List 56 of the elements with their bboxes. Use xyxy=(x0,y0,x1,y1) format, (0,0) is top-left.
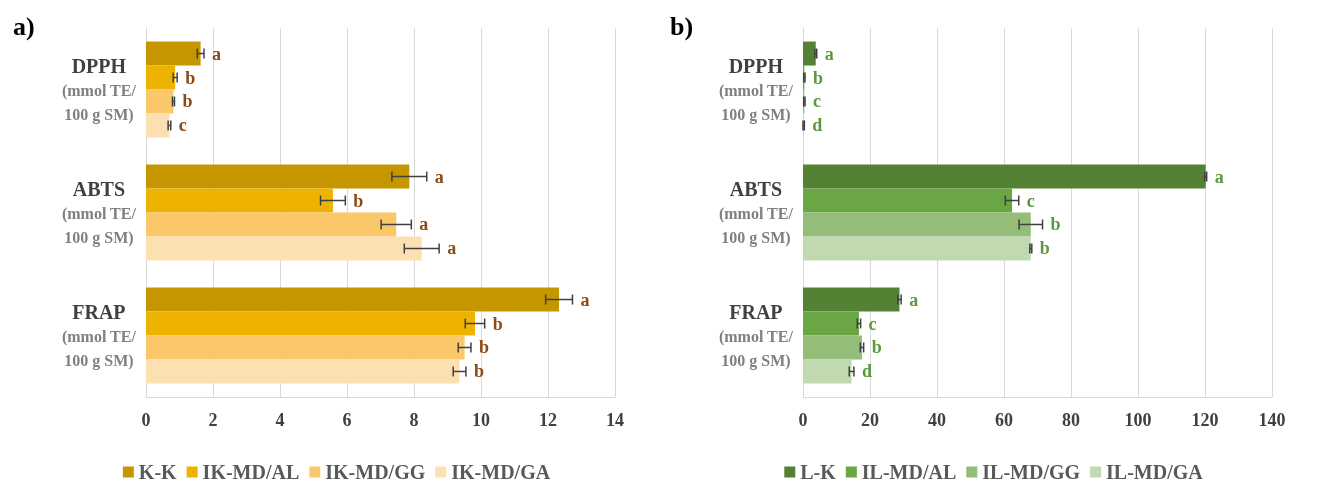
y-tick-label: DPPH (mmol TE/ 100 g SM) xyxy=(718,54,794,124)
data-label: c xyxy=(1026,190,1035,211)
data-label: b xyxy=(1050,214,1061,235)
x-tick-label: 0 xyxy=(141,410,151,430)
data-label: b xyxy=(813,67,824,88)
data-label: b xyxy=(1039,238,1050,259)
x-tick-label: 14 xyxy=(606,410,624,430)
chart-title: a) xyxy=(13,11,35,41)
x-tick-label: 4 xyxy=(275,410,285,430)
y-tick-label: FRAP (mmol TE/ 100 g SM) xyxy=(61,300,137,370)
data-label: a xyxy=(434,166,444,187)
x-tick-label: 8 xyxy=(409,410,419,430)
legend-label: IK-MD/GA xyxy=(451,461,551,483)
legend-label: IL-MD/GG xyxy=(982,461,1081,483)
legend-label: IK-MD/AL xyxy=(202,461,300,483)
y-tick-label: ABTS (mmol TE/ 100 g SM) xyxy=(61,177,137,247)
legend-label: IL-MD/AL xyxy=(861,461,957,483)
x-tick-label: 6 xyxy=(342,410,352,430)
y-tick-label: DPPH (mmol TE/ 100 g SM) xyxy=(61,54,137,124)
data-label: a xyxy=(824,43,834,64)
legend-label: L-K xyxy=(800,461,837,483)
data-label: b xyxy=(185,67,196,88)
y-tick-label: FRAP (mmol TE/ 100 g SM) xyxy=(718,300,794,370)
x-tick-label: 100 xyxy=(1124,410,1152,430)
data-label: a xyxy=(419,214,429,235)
x-tick-label: 2 xyxy=(208,410,218,430)
x-tick-label: 0 xyxy=(798,410,808,430)
data-label: c xyxy=(868,313,877,334)
data-label: a xyxy=(211,43,221,64)
data-label: c xyxy=(813,91,822,112)
data-label: b xyxy=(871,337,882,358)
data-label: b xyxy=(353,190,364,211)
data-label: a xyxy=(1214,166,1224,187)
data-label: d xyxy=(861,361,872,382)
legend-label: IK-MD/GG xyxy=(325,461,426,483)
data-label: b xyxy=(478,337,489,358)
x-tick-label: 12 xyxy=(539,410,557,430)
data-label: a xyxy=(909,289,919,310)
x-tick-label: 80 xyxy=(1062,410,1080,430)
x-tick-label: 40 xyxy=(928,410,946,430)
y-tick-label: ABTS (mmol TE/ 100 g SM) xyxy=(718,177,794,247)
legend-label: IL-MD/GA xyxy=(1106,461,1204,483)
data-label: c xyxy=(178,115,187,136)
x-tick-label: 10 xyxy=(472,410,490,430)
data-label: a xyxy=(447,238,457,259)
data-label: a xyxy=(580,289,590,310)
x-tick-label: 120 xyxy=(1191,410,1219,430)
data-label: b xyxy=(473,361,484,382)
x-tick-label: 140 xyxy=(1258,410,1286,430)
x-tick-label: 60 xyxy=(995,410,1013,430)
data-label: d xyxy=(812,115,823,136)
data-label: b xyxy=(492,313,503,334)
x-tick-label: 20 xyxy=(861,410,879,430)
data-label: b xyxy=(182,91,193,112)
legend-label: K-K xyxy=(138,461,178,483)
chart-title: b) xyxy=(670,11,694,41)
